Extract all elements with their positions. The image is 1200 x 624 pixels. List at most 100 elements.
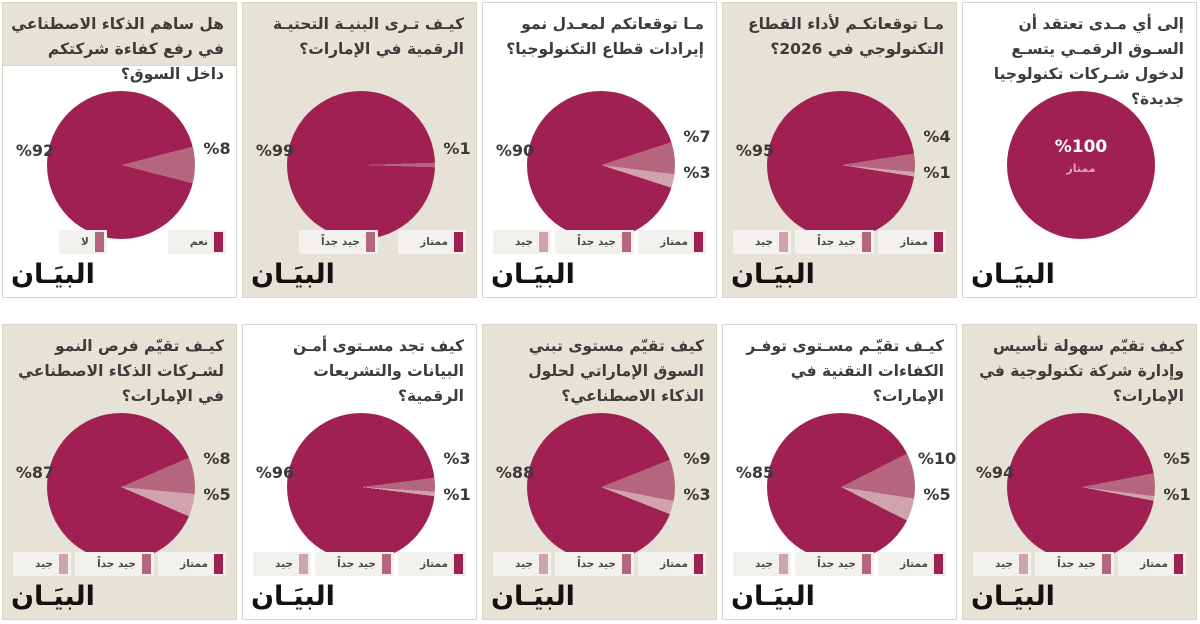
pie-chart [527, 91, 675, 239]
percent-label-main: %87 [15, 463, 55, 482]
legend-label: جيد [515, 558, 533, 570]
percent-label-main: %95 [735, 141, 775, 160]
legend-swatch [214, 554, 223, 574]
poll-panel: كيـف تقيّم فرص النمو لشـركات الذكاء الاص… [2, 324, 237, 620]
legend-item: جيد جداً [795, 230, 874, 254]
percent-label-minor: %5 [203, 485, 231, 504]
percent-label-main: %94 [975, 463, 1015, 482]
pie-chart [767, 91, 915, 239]
legend-swatch [538, 554, 548, 574]
legend-swatch [861, 232, 871, 252]
pie-chart [527, 413, 675, 561]
legend-swatch [861, 554, 871, 574]
legend-swatch [365, 232, 375, 252]
percent-label-minor: %7 [683, 127, 711, 146]
legend: ممتاز جيد جداً جيد [3, 551, 236, 577]
legend-label: جيد [35, 558, 53, 570]
poll-panel: كيف تقيّم مستوى تبني السوق الإماراتي لحل… [482, 324, 717, 620]
percent-label-main: %88 [495, 463, 535, 482]
legend-label: جيد جداً [337, 558, 376, 570]
poll-panel: هل ساهم الذكاء الاصطناعي في رفع كفاءة شر… [2, 2, 237, 298]
legend-label: لا [81, 236, 89, 248]
legend-label: جيد جداً [817, 236, 856, 248]
albayan-logo: البيَـان [971, 581, 1056, 612]
legend-item: جيد [493, 552, 551, 576]
percent-label-minor: %3 [683, 485, 711, 504]
legend-label: ممتاز [180, 558, 208, 570]
percent-label-minor: %5 [1163, 449, 1191, 468]
poll-panel: مـا توقعاتكم لمعـدل نمو إيرادات قطاع الت… [482, 2, 717, 298]
legend-swatch [778, 232, 788, 252]
pie-center-percent: %100 [1054, 137, 1108, 157]
pie-chart [1007, 413, 1155, 561]
albayan-logo: البيَـان [731, 259, 816, 290]
legend-label: ممتاز [1140, 558, 1168, 570]
question-title: كيف تقيّم مستوى تبني السوق الإماراتي لحل… [528, 337, 704, 406]
albayan-logo: البيَـان [971, 259, 1056, 290]
albayan-logo: البيَـان [491, 581, 576, 612]
legend-item: ممتاز [638, 552, 706, 576]
pie-chart [287, 91, 435, 239]
pie-center-label: %100 ممتاز [1007, 135, 1155, 177]
albayan-logo: البيَـان [251, 581, 336, 612]
legend-swatch [934, 554, 943, 574]
percent-label-main: %96 [255, 463, 295, 482]
legend-item: جيد [13, 552, 71, 576]
question-header [3, 3, 236, 66]
legend-swatch [621, 554, 631, 574]
legend-label: جيد [995, 558, 1013, 570]
legend-label: جيد جداً [577, 558, 616, 570]
question-title: مـا توقعاتكم لمعـدل نمو إيرادات قطاع الت… [506, 15, 704, 59]
albayan-logo: البيَـان [731, 581, 816, 612]
legend: ممتاز جيد جداً جيد [483, 551, 716, 577]
legend-item: ممتاز [878, 230, 946, 254]
legend-item: جيد جداً [555, 230, 634, 254]
legend-label: نعم [189, 236, 208, 248]
question-title: كيـف تقيّم فرص النمو لشـركات الذكاء الاص… [18, 337, 224, 406]
percent-label-main: %99 [255, 141, 295, 160]
legend: نعم لا [3, 229, 236, 255]
legend-item: ممتاز [638, 230, 706, 254]
legend: ممتاز جيد جداً جيد [723, 551, 956, 577]
legend-label: ممتاز [420, 236, 448, 248]
albayan-logo: البيَـان [11, 259, 96, 290]
legend-swatch [94, 232, 104, 252]
legend-label: ممتاز [900, 558, 928, 570]
legend-label: جيد جداً [577, 236, 616, 248]
legend-label: جيد جداً [97, 558, 136, 570]
pie-chart: %100 ممتاز [1007, 91, 1155, 239]
legend-swatch [214, 232, 223, 252]
pie-chart [287, 413, 435, 561]
legend-item: جيد جداً [795, 552, 874, 576]
legend-swatch [694, 232, 703, 252]
legend-swatch [454, 232, 463, 252]
legend-label: ممتاز [660, 236, 688, 248]
legend-label: ممتاز [900, 236, 928, 248]
legend-swatch [621, 232, 631, 252]
percent-label-minor: %8 [203, 139, 231, 158]
percent-label-minor: %1 [923, 163, 951, 182]
pie-chart [47, 413, 195, 561]
legend-item: جيد [973, 552, 1031, 576]
percent-label-minor: %10 [917, 449, 957, 468]
legend-swatch [454, 554, 463, 574]
legend-item: جيد جداً [555, 552, 634, 576]
legend-item: ممتاز [158, 552, 226, 576]
percent-label-main: %85 [735, 463, 775, 482]
question-title: كيـف تـرى البنيـة التحتيـة الرقمية في ال… [272, 15, 464, 59]
legend-swatch [1018, 554, 1028, 574]
legend-swatch [934, 232, 943, 252]
legend-label: جيد جداً [817, 558, 856, 570]
legend-item: جيد جداً [299, 230, 378, 254]
legend-swatch [141, 554, 151, 574]
percent-label-minor: %3 [683, 163, 711, 182]
legend-label: جيد [755, 236, 773, 248]
legend: ممتاز جيد جداً جيد [963, 551, 1196, 577]
legend-item: جيد جداً [75, 552, 154, 576]
percent-label-minor: %5 [923, 485, 951, 504]
question-title: كيف تجد مسـتوى أمـن البيانات والتشريعات … [292, 337, 464, 406]
legend-item: ممتاز [878, 552, 946, 576]
legend-label: جيد جداً [1057, 558, 1096, 570]
legend-swatch [1101, 554, 1111, 574]
